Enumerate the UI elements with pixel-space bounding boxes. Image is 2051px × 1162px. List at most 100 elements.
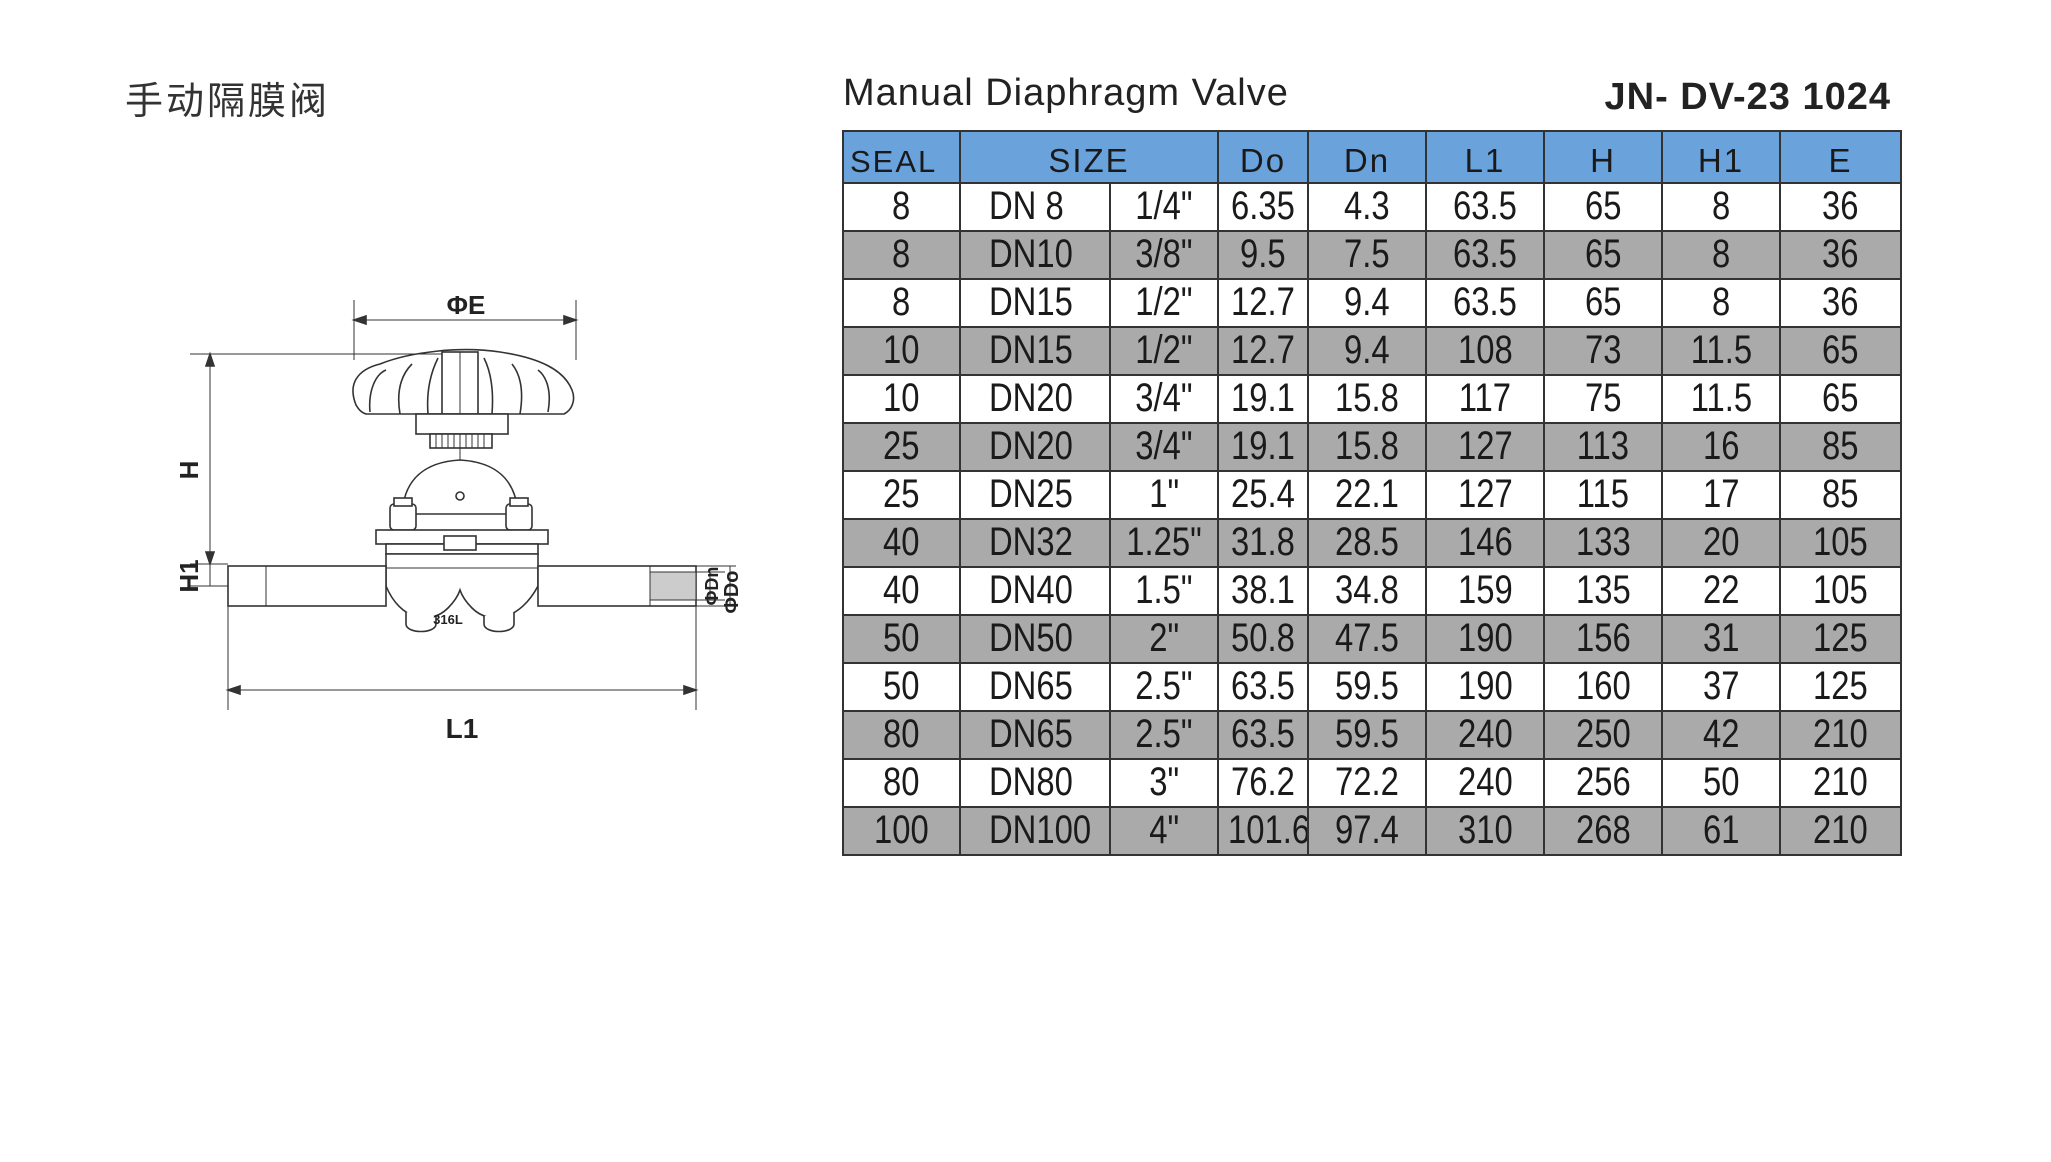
cell-value: 113 (1576, 424, 1630, 468)
cell-h: 256 (1543, 758, 1664, 808)
cell-value: 268 (1575, 808, 1631, 852)
cell-dn-size: DN65 (959, 710, 1111, 760)
cell-value: 2.5" (1135, 664, 1193, 708)
cell-inch-size: 4" (1108, 806, 1220, 856)
cell-h1: 11.5 (1661, 326, 1782, 376)
cell-value: 28.5 (1335, 520, 1399, 564)
cell-dn: 9.4 (1307, 278, 1428, 328)
cell-dn: 59.5 (1307, 662, 1428, 712)
cell-value: DN80 (989, 760, 1073, 804)
cell-value: 160 (1575, 664, 1631, 708)
cell-value: 133 (1575, 520, 1631, 564)
cell-seal: 25 (842, 422, 961, 472)
cell-value: 63.5 (1231, 712, 1295, 756)
cell-do: 31.8 (1217, 518, 1310, 568)
english-title: Manual Diaphragm Valve (843, 72, 1289, 114)
cell-value: 59.5 (1335, 664, 1399, 708)
cell-value: 65 (1822, 376, 1859, 420)
cell-do: 76.2 (1217, 758, 1310, 808)
cell-value: 190 (1457, 664, 1513, 708)
cell-e: 65 (1779, 326, 1903, 376)
cell-value: DN15 (989, 328, 1073, 372)
cell-seal: 8 (842, 230, 961, 280)
cell-dn-size: DN25 (959, 470, 1111, 520)
cell-value: 3" (1149, 760, 1179, 804)
table-row: 25 DN20 3/4" 19.1 15.8 127 113 16 85 (842, 422, 1903, 472)
valve-technical-drawing: ΦE H H1 L1 ΦDn ΦDo 316L (180, 290, 740, 744)
cell-do: 19.1 (1217, 422, 1310, 472)
table-header-row: SEAL SIZE Do Dn L1 H H1 E (842, 130, 1903, 184)
table-row: 8 DN10 3/8" 9.5 7.5 63.5 65 8 36 (842, 230, 1903, 280)
cell-value: 210 (1813, 808, 1868, 852)
cell-value: 125 (1813, 616, 1868, 660)
cell-inch-size: 3/8" (1108, 230, 1220, 280)
cell-value: 101.6 (1228, 808, 1309, 852)
table-row: 80 DN65 2.5" 63.5 59.5 240 250 42 210 (842, 710, 1903, 760)
cell-value: DN20 (989, 376, 1073, 420)
cell-seal: 80 (842, 710, 961, 760)
cell-value: 210 (1813, 712, 1868, 756)
cell-l1: 63.5 (1425, 230, 1546, 280)
cell-value: 65 (1584, 280, 1622, 324)
cell-inch-size: 1/2" (1108, 278, 1220, 328)
cell-value: 19.1 (1231, 424, 1295, 468)
cell-h1: 8 (1661, 182, 1782, 232)
cell-value: 146 (1457, 520, 1513, 564)
cell-inch-size: 2" (1108, 614, 1220, 664)
cell-dn: 22.1 (1307, 470, 1428, 520)
cell-dn: 4.3 (1307, 182, 1428, 232)
cell-h: 115 (1543, 470, 1664, 520)
cell-e: 85 (1779, 470, 1903, 520)
cell-value: 36 (1822, 184, 1859, 228)
cell-do: 38.1 (1217, 566, 1310, 616)
cell-inch-size: 2.5" (1108, 662, 1220, 712)
cell-value: 50 (883, 664, 920, 708)
table-row: 80 DN80 3" 76.2 72.2 240 256 50 210 (842, 758, 1903, 808)
cell-value: 8 (892, 280, 911, 324)
cell-value: 12.7 (1231, 280, 1295, 324)
cell-seal: 8 (842, 182, 961, 232)
cell-dn-size: DN80 (959, 758, 1111, 808)
cell-value: 12.7 (1231, 328, 1295, 372)
cell-value: 127 (1457, 472, 1513, 516)
cell-e: 125 (1779, 662, 1903, 712)
cell-value: 42 (1702, 712, 1740, 756)
cell-dn-size: DN 8 (959, 182, 1111, 232)
cell-value: 310 (1457, 808, 1513, 852)
cell-dn: 34.8 (1307, 566, 1428, 616)
cell-seal: 50 (842, 614, 961, 664)
cell-dn: 47.5 (1307, 614, 1428, 664)
cell-e: 36 (1779, 278, 1903, 328)
cell-seal: 50 (842, 662, 961, 712)
cell-value: 65 (1584, 232, 1622, 276)
table-row: 40 DN40 1.5" 38.1 34.8 159 135 22 105 (842, 566, 1903, 616)
cell-value: 20 (1702, 520, 1740, 564)
cell-value: 40 (883, 520, 920, 564)
cell-value: 8 (1711, 232, 1731, 276)
cell-do: 9.5 (1217, 230, 1310, 280)
cell-l1: 117 (1425, 374, 1546, 424)
label-diameter-e: ΦE (447, 290, 486, 320)
cell-do: 101.6 (1217, 806, 1310, 856)
cell-h1: 50 (1661, 758, 1782, 808)
cell-value: 80 (883, 760, 920, 804)
cell-value: 10 (883, 376, 920, 420)
cell-h: 160 (1543, 662, 1664, 712)
cell-dn: 15.8 (1307, 374, 1428, 424)
cell-value: 47.5 (1335, 616, 1399, 660)
cell-h: 113 (1543, 422, 1664, 472)
label-length-l1: L1 (446, 713, 479, 744)
header-do: Do (1217, 130, 1310, 184)
cell-value: 17 (1702, 472, 1740, 516)
cell-dn: 97.4 (1307, 806, 1428, 856)
cell-e: 210 (1779, 710, 1903, 760)
cell-value: 73 (1584, 328, 1622, 372)
cell-h1: 8 (1661, 230, 1782, 280)
label-do: ΦDo (721, 570, 740, 613)
cell-dn-size: DN100 (959, 806, 1111, 856)
cell-dn: 7.5 (1307, 230, 1428, 280)
cell-value: DN10 (989, 232, 1073, 276)
cell-value: 8 (892, 184, 911, 228)
cell-seal: 8 (842, 278, 961, 328)
cell-value: 108 (1457, 328, 1513, 372)
